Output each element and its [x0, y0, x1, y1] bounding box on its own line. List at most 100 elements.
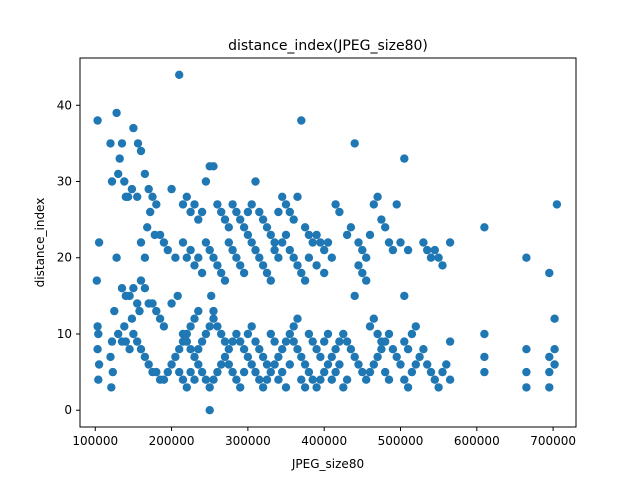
data-point [239, 345, 249, 354]
data-point [400, 291, 409, 301]
data-point [346, 223, 356, 232]
data-point [144, 360, 153, 369]
data-point [205, 245, 214, 255]
data-point [258, 383, 268, 392]
data-point [186, 367, 195, 377]
data-point [167, 360, 176, 369]
data-point [396, 238, 405, 247]
data-point [320, 337, 329, 346]
chart-title: distance_index(JPEG_size80) [228, 38, 428, 54]
data-point [384, 238, 394, 247]
y-axis-ticks: 0 10 20 30 40 [57, 98, 80, 417]
data-point [320, 245, 329, 255]
data-point [297, 375, 306, 384]
data-point [182, 253, 191, 262]
data-point [228, 367, 237, 377]
data-point [365, 322, 375, 331]
data-point [213, 367, 222, 377]
data-point [445, 238, 455, 247]
data-point [266, 329, 275, 339]
data-point [133, 139, 143, 148]
data-point [232, 329, 241, 339]
data-point [140, 352, 150, 362]
x-axis-ticks: 100000 200000 300000 400000 500000 600000 7000… [72, 427, 576, 448]
data-point [247, 238, 256, 247]
data-point [278, 345, 287, 354]
data-point [201, 238, 211, 247]
data-point [114, 169, 123, 179]
y-tick-label: 0 [64, 403, 72, 417]
data-point [331, 367, 340, 377]
data-point [522, 253, 531, 262]
data-point [396, 360, 405, 369]
data-point [369, 314, 378, 323]
data-point [289, 215, 298, 224]
data-point [127, 314, 137, 323]
data-point [320, 268, 329, 278]
data-point [312, 383, 321, 392]
data-point [155, 230, 165, 240]
data-point [400, 375, 409, 384]
data-point [323, 238, 333, 247]
data-point [197, 207, 207, 217]
data-point [358, 245, 367, 255]
plot-frame [79, 57, 577, 428]
data-point [251, 177, 260, 186]
data-point [107, 177, 117, 186]
data-point [236, 261, 245, 270]
data-point [178, 238, 188, 247]
data-point [304, 230, 314, 240]
data-point [207, 291, 216, 301]
data-point [480, 367, 489, 377]
data-point [107, 383, 116, 392]
data-point [129, 284, 138, 293]
data-point [239, 268, 249, 278]
data-point [434, 383, 443, 392]
data-point [365, 367, 375, 377]
data-point [201, 375, 211, 384]
data-point [258, 261, 268, 270]
x-tick-label: 700000 [530, 434, 576, 448]
data-point [281, 230, 291, 240]
y-tick-label: 20 [57, 251, 72, 265]
data-point [415, 352, 424, 362]
data-point [270, 360, 279, 369]
data-point [316, 375, 325, 384]
data-point [411, 360, 420, 369]
data-point [194, 215, 203, 224]
data-point [159, 375, 169, 384]
data-point [133, 337, 142, 346]
data-point [274, 207, 283, 217]
data-point [552, 200, 562, 209]
y-tick-label: 40 [57, 98, 72, 112]
data-point [312, 230, 321, 240]
data-point [197, 268, 207, 278]
data-point [423, 360, 432, 369]
data-point [373, 192, 382, 201]
data-point [163, 367, 172, 377]
data-point [293, 314, 302, 323]
y-tick-label: 10 [57, 327, 72, 341]
data-point [266, 230, 275, 240]
data-point [239, 223, 249, 232]
y-axis-label: distance_index [33, 198, 47, 288]
data-point [445, 337, 455, 346]
data-point [316, 352, 325, 362]
data-point [266, 367, 275, 377]
data-point [434, 253, 443, 262]
data-point [323, 360, 333, 369]
data-point [423, 245, 432, 255]
data-point [411, 322, 420, 331]
data-point [281, 200, 291, 209]
data-point [112, 253, 121, 262]
data-point [354, 261, 363, 270]
data-point [209, 306, 218, 316]
data-point [217, 329, 226, 339]
data-point [127, 184, 137, 194]
data-point [316, 238, 325, 247]
data-point [94, 329, 103, 339]
data-point [152, 367, 161, 377]
data-point [247, 200, 256, 209]
data-point [228, 245, 237, 255]
